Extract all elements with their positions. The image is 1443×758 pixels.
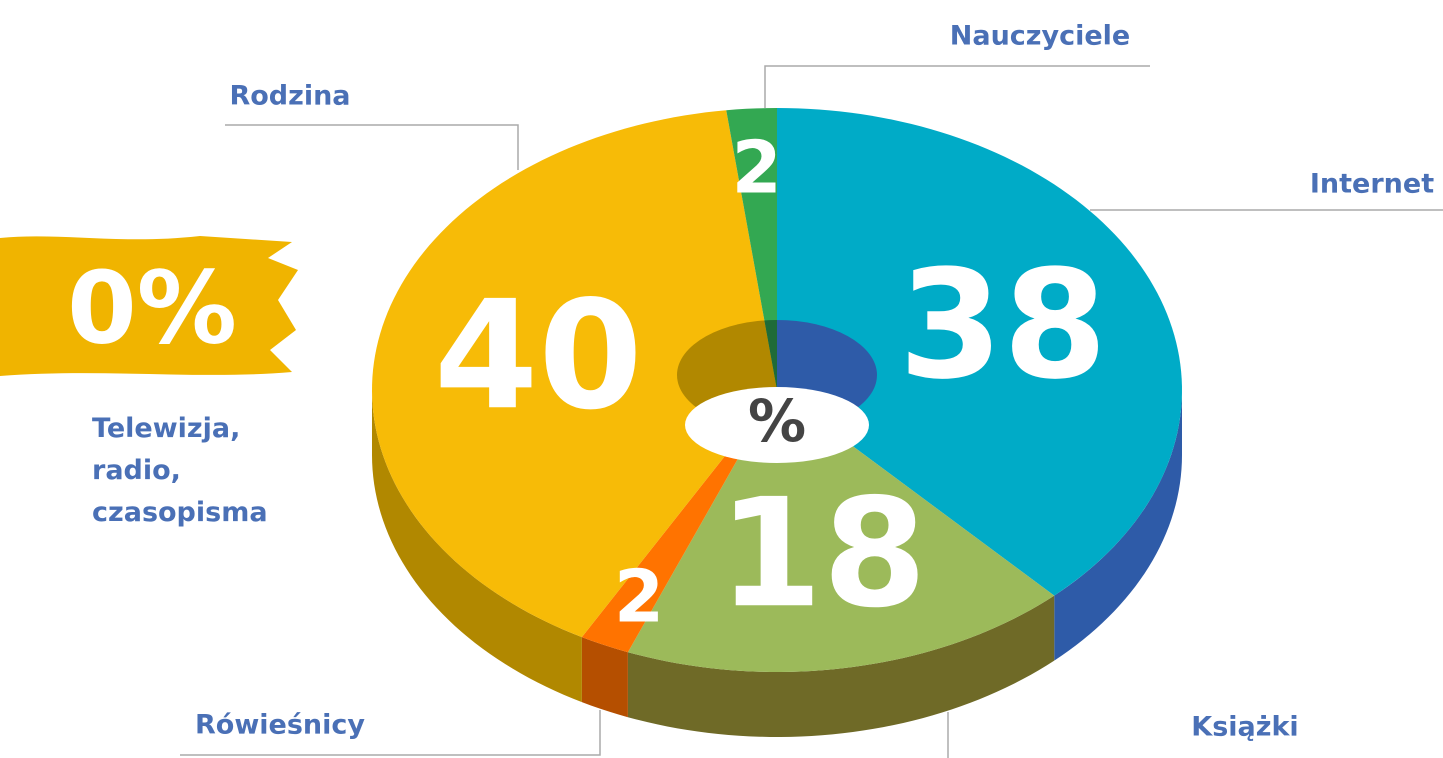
category-label: Nauczyciele — [950, 21, 1131, 52]
slice-side — [581, 637, 628, 718]
slice — [726, 108, 777, 390]
pie: % — [372, 108, 1182, 737]
value-label: 0% — [67, 249, 237, 366]
slice-side — [1054, 390, 1182, 661]
category-label: Internet — [1310, 169, 1434, 200]
value-label: 38 — [899, 239, 1108, 413]
slice-side — [372, 390, 582, 703]
category-label: Telewizja, radio, czasopisma — [92, 413, 268, 528]
leader-line — [225, 124, 519, 170]
badge — [0, 236, 298, 376]
center-plate — [685, 387, 869, 463]
slice — [372, 110, 777, 638]
slice-side — [627, 595, 1055, 737]
center-label: % — [748, 387, 806, 455]
category-label: Rodzina — [229, 81, 350, 112]
value-label: 2 — [732, 125, 782, 209]
value-label: 2 — [614, 555, 664, 639]
leader-line — [764, 65, 1150, 108]
value-label: 40 — [434, 269, 643, 443]
slice — [627, 390, 1055, 672]
slice — [777, 108, 1182, 596]
value-label: 18 — [718, 467, 927, 641]
leader-line — [180, 710, 601, 756]
category-label: Rówieśnicy — [195, 710, 365, 741]
category-label: Książki — [1191, 712, 1298, 743]
leader-lines — [180, 65, 1443, 758]
